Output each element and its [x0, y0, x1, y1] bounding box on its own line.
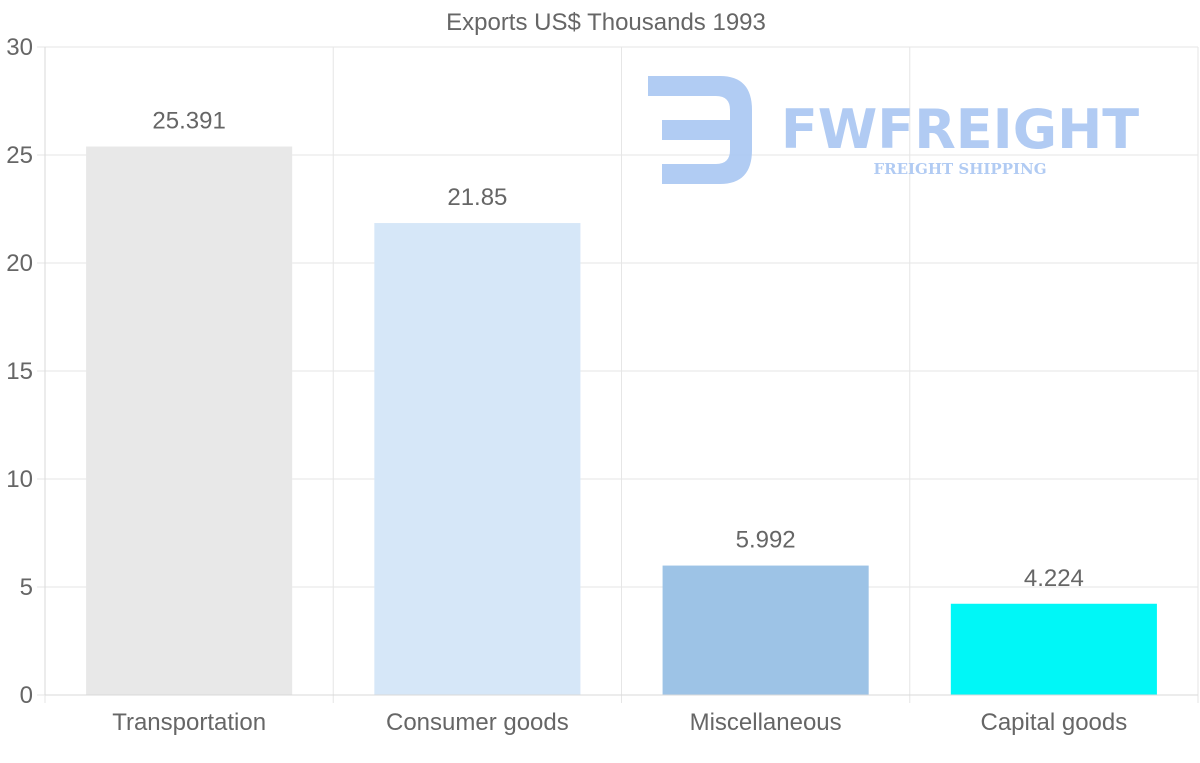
bar-capital-goods[interactable]: [950, 603, 1157, 695]
y-tick-label: 10: [6, 466, 33, 493]
y-tick-label: 25: [6, 142, 33, 169]
x-tick-label: Consumer goods: [386, 709, 569, 736]
y-tick-label: 0: [20, 682, 33, 709]
data-label: 21.85: [447, 184, 507, 211]
bar-consumer-goods[interactable]: [374, 223, 581, 696]
x-tick-label: Miscellaneous: [690, 709, 842, 736]
bar-transportation[interactable]: [86, 146, 293, 696]
data-labels: 25.391 21.85 5.992 4.224: [152, 108, 1083, 592]
logo-mark-icon: [648, 76, 752, 184]
data-label: 25.391: [152, 108, 225, 135]
watermark-brand: FWFREIGHT: [781, 98, 1139, 161]
bars: [86, 146, 1157, 696]
y-tick-label: 5: [20, 574, 33, 601]
y-tick-label: 15: [6, 358, 33, 385]
x-tick-label: Transportation: [112, 709, 266, 736]
bar-miscellaneous[interactable]: [662, 565, 869, 695]
data-label: 4.224: [1024, 565, 1084, 592]
watermark-logo: FWFREIGHT FREIGHT SHIPPING: [648, 76, 1139, 184]
watermark-tagline: FREIGHT SHIPPING: [873, 160, 1046, 178]
axes: 0 5 10 15 20 25 30 Transportation Consumer goods…: [6, 34, 1198, 736]
data-label: 5.992: [736, 527, 796, 554]
y-tick-label: 30: [6, 34, 33, 61]
x-tick-label: Capital goods: [980, 709, 1127, 736]
y-tick-label: 20: [6, 250, 33, 277]
chart-title: Exports US$ Thousands 1993: [446, 9, 766, 36]
